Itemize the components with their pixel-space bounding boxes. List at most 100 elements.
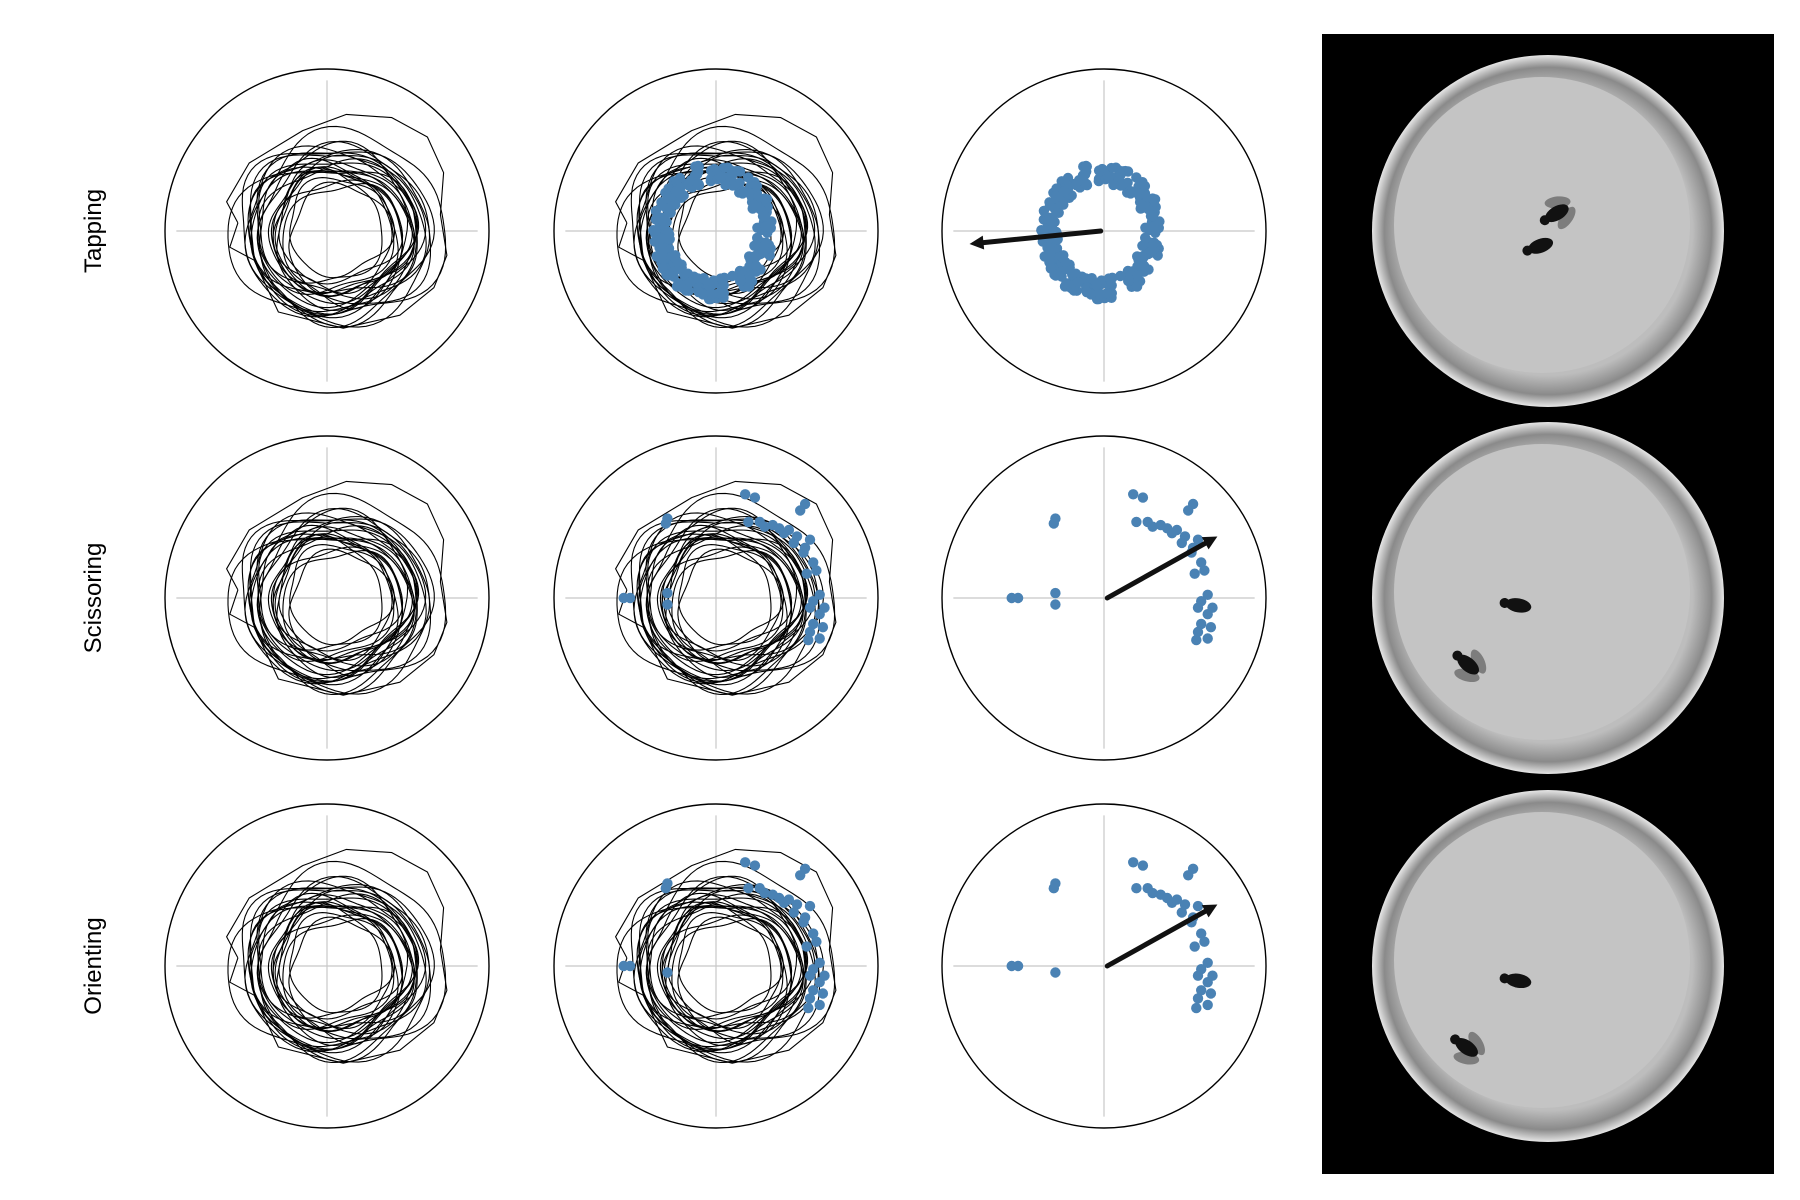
tapping-row: Tapping <box>80 68 1267 394</box>
scissoring-trajectory-loop <box>678 544 785 646</box>
tapping-event-point <box>1081 161 1093 172</box>
scissoring-trajectory-events-panel <box>553 435 879 761</box>
tapping-event-point <box>1136 199 1148 211</box>
scissoring-event-point <box>1176 537 1188 549</box>
scissoring-trajectory-loop <box>288 548 399 664</box>
tapping-overlay-event-point <box>720 179 731 191</box>
tapping-event-point <box>1140 232 1151 244</box>
orienting-event-point <box>1192 900 1204 912</box>
tapping-overlay-event-point <box>693 161 704 172</box>
scissoring-event-point <box>1189 568 1200 579</box>
scissoring-overlay-event-point <box>808 557 819 568</box>
orienting-event-point <box>1202 957 1213 968</box>
orienting-event-point <box>1128 857 1139 868</box>
panel-grid: Tapping Scissoring Orienting <box>80 68 1267 1129</box>
scissoring-trajectory-loop <box>289 544 396 646</box>
tapping-overlay-event-point <box>743 281 755 292</box>
scissoring-arena-frame <box>1372 422 1724 774</box>
scissoring-overlay-event-point <box>743 516 754 528</box>
tapping-trajectory-loop <box>274 159 415 298</box>
orienting-overlay-event-point <box>662 967 673 978</box>
tapping-event-point <box>1045 263 1057 274</box>
scissoring-overlay-event-point <box>662 599 673 610</box>
scissoring-overlay-event-point <box>814 589 825 600</box>
tapping-trajectory-loop <box>249 154 427 319</box>
scissoring-events-vector-panel <box>941 435 1267 761</box>
scissoring-mean-vector-arrowhead <box>1201 536 1218 550</box>
fly-icon <box>1522 237 1554 256</box>
tapping-event-point <box>1045 245 1057 256</box>
scissoring-event-point <box>1196 557 1207 568</box>
tapping-event-point <box>1061 278 1072 289</box>
tapping-event-point <box>1070 268 1082 279</box>
tapping-trajectory-excursion <box>615 113 837 329</box>
tapping-event-point <box>1091 279 1102 291</box>
tapping-event-point <box>1058 186 1070 197</box>
tapping-event-point <box>1115 270 1126 282</box>
scissoring-overlay-event-point <box>795 505 806 516</box>
orienting-event-point <box>1192 993 1204 1004</box>
scissoring-overlay-event-point <box>624 592 636 604</box>
tapping-event-point <box>1081 178 1092 190</box>
orienting-overlay-event-point <box>817 988 829 999</box>
scissoring-trajectory-boundary <box>164 435 490 761</box>
tapping-overlay-event-point <box>657 245 668 256</box>
scissoring-overlay-event-point <box>740 489 751 500</box>
orienting-trajectory-loop <box>677 916 788 1032</box>
orienting-overlay-event-point <box>808 985 819 996</box>
tapping-arena-floor <box>1394 77 1690 373</box>
scissoring-event-point <box>1192 602 1204 613</box>
tapping-overlay-event-point <box>750 260 762 272</box>
scissoring-event-point <box>1137 492 1149 503</box>
tapping-event-point <box>1148 221 1159 232</box>
tapping-event-point <box>1058 199 1069 210</box>
fly-icon <box>1452 649 1487 683</box>
orienting-events-vector-boundary <box>941 803 1267 1129</box>
scissoring-row-label: Scissoring <box>80 543 107 654</box>
orienting-trajectory-loop <box>267 901 383 1019</box>
scissoring-row: Scissoring <box>80 435 1267 761</box>
tapping-event-point <box>1044 200 1056 211</box>
scissoring-event-point <box>1128 489 1139 500</box>
orienting-trajectory-loop <box>663 894 804 1033</box>
scissoring-overlay-event-point <box>804 602 816 613</box>
tapping-event-point <box>1148 237 1160 248</box>
orienting-event-point <box>1192 970 1204 981</box>
tapping-overlay-event-point <box>682 268 693 279</box>
tapping-event-point <box>1108 179 1119 191</box>
orienting-event-point <box>1147 887 1158 899</box>
orienting-trajectory-loop <box>638 860 836 1052</box>
tapping-trajectory-loop <box>289 177 396 279</box>
orienting-events-vector-panel <box>941 803 1267 1129</box>
scissoring-trajectory-excursion <box>615 480 837 696</box>
orienting-event-point <box>1191 1002 1202 1014</box>
scissoring-event-point <box>1191 634 1202 646</box>
orienting-trajectory-panel <box>164 803 490 1129</box>
orienting-overlay-event-point <box>788 907 799 918</box>
scissoring-event-point <box>1048 518 1060 529</box>
orienting-trajectory-loop <box>288 916 399 1032</box>
tapping-event-point <box>1101 288 1113 299</box>
scissoring-trajectory-loop <box>249 521 427 686</box>
tapping-overlay-event-point <box>759 193 770 204</box>
tapping-trajectory-loop <box>288 181 399 297</box>
scissoring-overlay-event-point <box>817 622 829 633</box>
scissoring-overlay-event-point <box>660 518 671 529</box>
scissoring-trajectory-loop <box>272 533 403 662</box>
tapping-event-point <box>1047 212 1058 224</box>
tapping-event-point <box>1051 190 1062 201</box>
orienting-trajectory-loop <box>274 894 415 1033</box>
scissoring-event-point <box>1202 609 1213 620</box>
scissoring-event-point <box>1202 633 1213 644</box>
orienting-event-point <box>1012 960 1024 972</box>
scissoring-trajectory-loop <box>677 548 788 664</box>
scissoring-event-point <box>1192 534 1204 545</box>
orienting-arena-floor <box>1394 812 1690 1108</box>
tapping-event-point <box>1147 210 1159 222</box>
tapping-overlay-event-point <box>670 199 681 210</box>
tapping-event-point <box>1131 281 1143 292</box>
scissoring-trajectory-loop <box>244 512 427 685</box>
orienting-overlay-event-point <box>804 900 816 912</box>
orienting-event-point <box>1171 894 1183 905</box>
